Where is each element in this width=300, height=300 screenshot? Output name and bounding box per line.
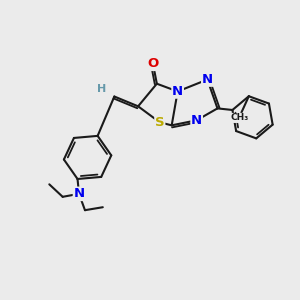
- Text: S: S: [155, 116, 165, 129]
- Text: N: N: [74, 187, 85, 200]
- Text: N: N: [172, 85, 183, 98]
- Text: N: N: [202, 73, 213, 86]
- Text: O: O: [147, 57, 159, 70]
- Text: N: N: [191, 114, 202, 127]
- Text: H: H: [97, 84, 106, 94]
- Text: CH₃: CH₃: [231, 113, 249, 122]
